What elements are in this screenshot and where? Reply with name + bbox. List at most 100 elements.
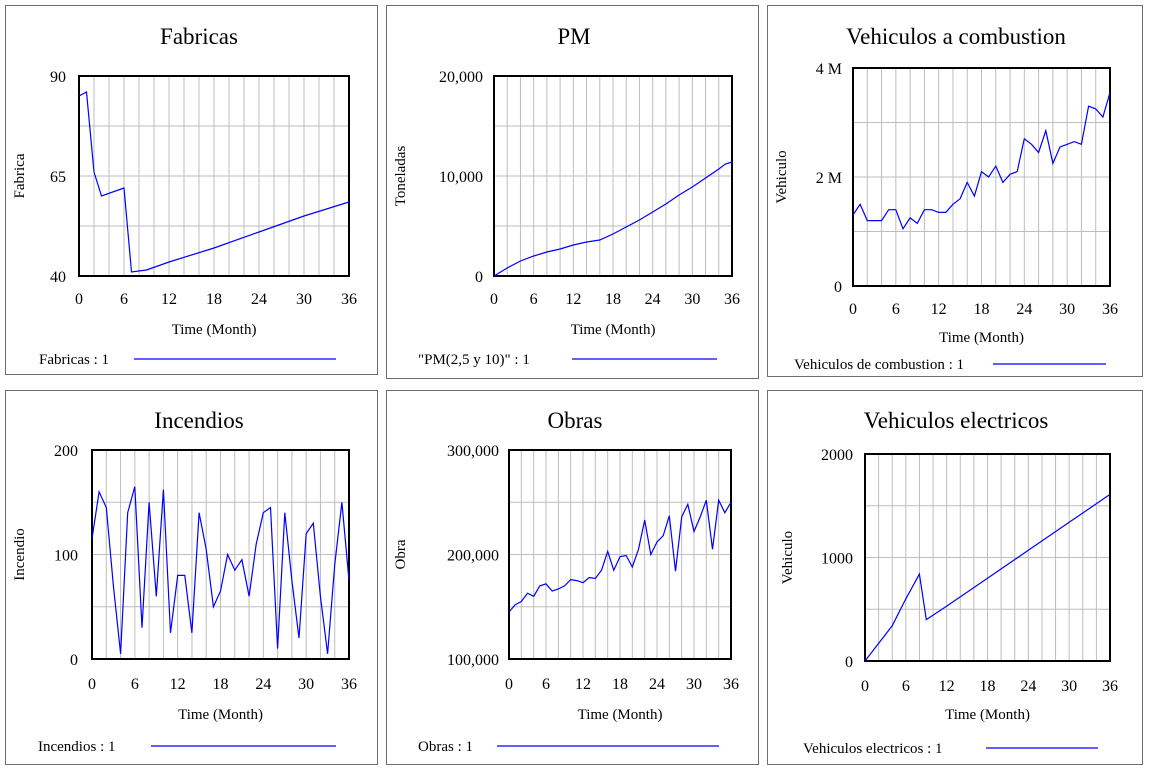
pm-title: PM	[557, 24, 590, 49]
chart-panel-obras: Obras 100,000 200,000 300,000 0 6 12 18 24 30 36 Ti…	[386, 390, 759, 765]
pm-plot-frame	[493, 75, 733, 277]
vehiculos-electricos-x-tick-label: 12	[939, 678, 955, 695]
vehiculos-combustion-chart: Vehiculos a combustion 0 2 M 4 M 0 6 12 18 24 30 3…	[774, 24, 1118, 373]
vehiculos-combustion-x-tick-label: 30	[1059, 301, 1075, 318]
vehiculos-combustion-y-axis-label: Vehiculo	[774, 150, 790, 203]
obras-x-tick-label: 36	[723, 676, 739, 693]
pm-x-tick-label: 30	[684, 291, 700, 308]
obras-y-tick-label: 100,000	[447, 652, 499, 669]
pm-y-axis-label: Toneladas	[393, 146, 409, 207]
vehiculos-electricos-legend-label: Vehiculos electricos : 1	[803, 741, 943, 757]
vehiculos-combustion-x-tick-label: 0	[849, 301, 857, 318]
incendios-x-tick-label: 30	[298, 676, 314, 693]
vehiculos-combustion-x-tick-label: 18	[974, 301, 990, 318]
obras-x-tick-label: 6	[542, 676, 550, 693]
vehiculos-combustion-legend-label: Vehiculos de combustion : 1	[794, 357, 964, 373]
obras-x-axis-label: Time (Month)	[578, 707, 663, 723]
vehiculos-electricos-y-tick-label: 1000	[821, 551, 853, 568]
pm-x-tick-label: 18	[605, 291, 621, 308]
obras-x-tick-label: 0	[505, 676, 513, 693]
vehiculos-electricos-series-line	[864, 493, 1111, 662]
vehiculos-electricos-y-tick-label: 2000	[821, 447, 853, 464]
fabricas-x-tick-label: 24	[251, 291, 267, 308]
incendios-x-tick-label: 24	[255, 676, 271, 693]
obras-title: Obras	[548, 408, 603, 433]
fabricas-x-tick-label: 12	[161, 291, 177, 308]
vehiculos-combustion-x-tick-label: 12	[931, 301, 947, 318]
vehiculos-electricos-x-tick-label: 18	[980, 678, 996, 695]
incendios-y-axis-label: Incendio	[12, 528, 28, 580]
obras-y-tick-label: 200,000	[447, 548, 499, 565]
chart-panel-vehiculos-combustion: Vehiculos a combustion 0 2 M 4 M 0 6 12 18 24 30 3…	[767, 5, 1143, 377]
obras-x-tick-label: 18	[612, 676, 628, 693]
obras-x-tick-label: 30	[686, 676, 702, 693]
pm-y-tick-label: 20,000	[439, 69, 483, 86]
vehiculos-combustion-x-tick-label: 24	[1016, 301, 1032, 318]
pm-x-tick-label: 24	[645, 291, 661, 308]
fabricas-x-tick-label: 36	[341, 291, 357, 308]
fabricas-x-tick-label: 6	[120, 291, 128, 308]
vehiculos-combustion-plot-frame	[852, 67, 1111, 287]
fabricas-x-axis-label: Time (Month)	[172, 322, 257, 338]
obras-y-tick-label: 300,000	[447, 443, 499, 460]
obras-plot-frame	[508, 449, 732, 660]
fabricas-x-tick-label: 18	[206, 291, 222, 308]
fabricas-x-tick-label: 30	[296, 291, 312, 308]
vehiculos-electricos-x-tick-label: 0	[861, 678, 869, 695]
incendios-x-tick-label: 0	[88, 676, 96, 693]
pm-legend-label: "PM(2,5 y 10)" : 1	[418, 352, 530, 368]
pm-x-tick-label: 6	[530, 291, 538, 308]
incendios-x-tick-label: 6	[131, 676, 139, 693]
vehiculos-electricos-plot-frame	[864, 453, 1111, 662]
chart-panel-incendios: Incendios 0 100 200 0 6 12 18 24 30 36 Time (Month)…	[5, 390, 378, 765]
obras-y-axis-label: Obra	[393, 539, 409, 569]
fabricas-y-tick-label: 40	[50, 269, 66, 286]
incendios-chart: Incendios 0 100 200 0 6 12 18 24 30 36 Time (Month)…	[12, 408, 357, 755]
fabricas-plot-frame	[78, 75, 350, 277]
vehiculos-combustion-y-tick-label: 4 M	[816, 61, 842, 78]
vehiculos-combustion-x-tick-label: 36	[1102, 301, 1118, 318]
pm-x-tick-label: 36	[724, 291, 740, 308]
vehiculos-electricos-x-tick-label: 36	[1102, 678, 1118, 695]
incendios-x-tick-label: 12	[170, 676, 186, 693]
incendios-series-line	[91, 486, 350, 654]
incendios-y-tick-label: 0	[70, 652, 78, 669]
vehiculos-electricos-x-tick-label: 30	[1061, 678, 1077, 695]
pm-x-axis-label: Time (Month)	[571, 322, 656, 338]
fabricas-legend-label: Fabricas : 1	[39, 352, 109, 368]
obras-chart: Obras 100,000 200,000 300,000 0 6 12 18 24 30 36 Ti…	[393, 408, 739, 755]
incendios-plot-frame	[91, 449, 350, 660]
fabricas-chart: Fabricas 40 65 90 0 6 12 18 24 30 36 Time (Month) Fa…	[12, 24, 357, 368]
vehiculos-electricos-title: Vehiculos electricos	[864, 408, 1049, 433]
vehiculos-combustion-y-tick-label: 2 M	[816, 170, 842, 187]
incendios-y-tick-label: 100	[54, 548, 78, 565]
fabricas-title: Fabricas	[160, 24, 238, 49]
pm-y-tick-label: 0	[475, 269, 483, 286]
incendios-y-tick-label: 200	[54, 443, 78, 460]
fabricas-y-tick-label: 65	[50, 169, 66, 186]
incendios-title: Incendios	[154, 408, 243, 433]
vehiculos-combustion-series-line	[852, 92, 1111, 231]
vehiculos-electricos-y-tick-label: 0	[845, 654, 853, 671]
fabricas-y-axis-label: Fabrica	[12, 153, 28, 198]
vehiculos-combustion-x-axis-label: Time (Month)	[939, 330, 1024, 346]
vehiculos-electricos-x-tick-label: 24	[1020, 678, 1036, 695]
chart-panel-vehiculos-electricos: Vehiculos electricos 0 1000 2000 0 6 12 18 24 30 3…	[767, 390, 1143, 765]
pm-chart: PM 0 10,000 20,000 0 6 12 18 24 30 36 Time (Month) T…	[393, 24, 740, 368]
fabricas-series-line	[78, 91, 350, 273]
incendios-x-tick-label: 36	[341, 676, 357, 693]
incendios-x-axis-label: Time (Month)	[178, 707, 263, 723]
incendios-x-tick-label: 18	[213, 676, 229, 693]
pm-x-tick-label: 0	[490, 291, 498, 308]
obras-x-tick-label: 24	[649, 676, 665, 693]
pm-x-tick-label: 12	[565, 291, 581, 308]
chart-panel-pm: PM 0 10,000 20,000 0 6 12 18 24 30 36 Time (Month) T…	[386, 5, 759, 379]
vehiculos-combustion-x-tick-label: 6	[892, 301, 900, 318]
vehiculos-electricos-x-tick-label: 6	[902, 678, 910, 695]
pm-y-tick-label: 10,000	[439, 169, 483, 186]
vehiculos-electricos-chart: Vehiculos electricos 0 1000 2000 0 6 12 18 24 30 3…	[780, 408, 1118, 757]
vehiculos-electricos-x-axis-label: Time (Month)	[945, 707, 1030, 723]
fabricas-y-tick-label: 90	[50, 69, 66, 86]
incendios-legend-label: Incendios : 1	[38, 739, 115, 755]
vehiculos-electricos-y-axis-label: Vehiculo	[780, 531, 796, 584]
